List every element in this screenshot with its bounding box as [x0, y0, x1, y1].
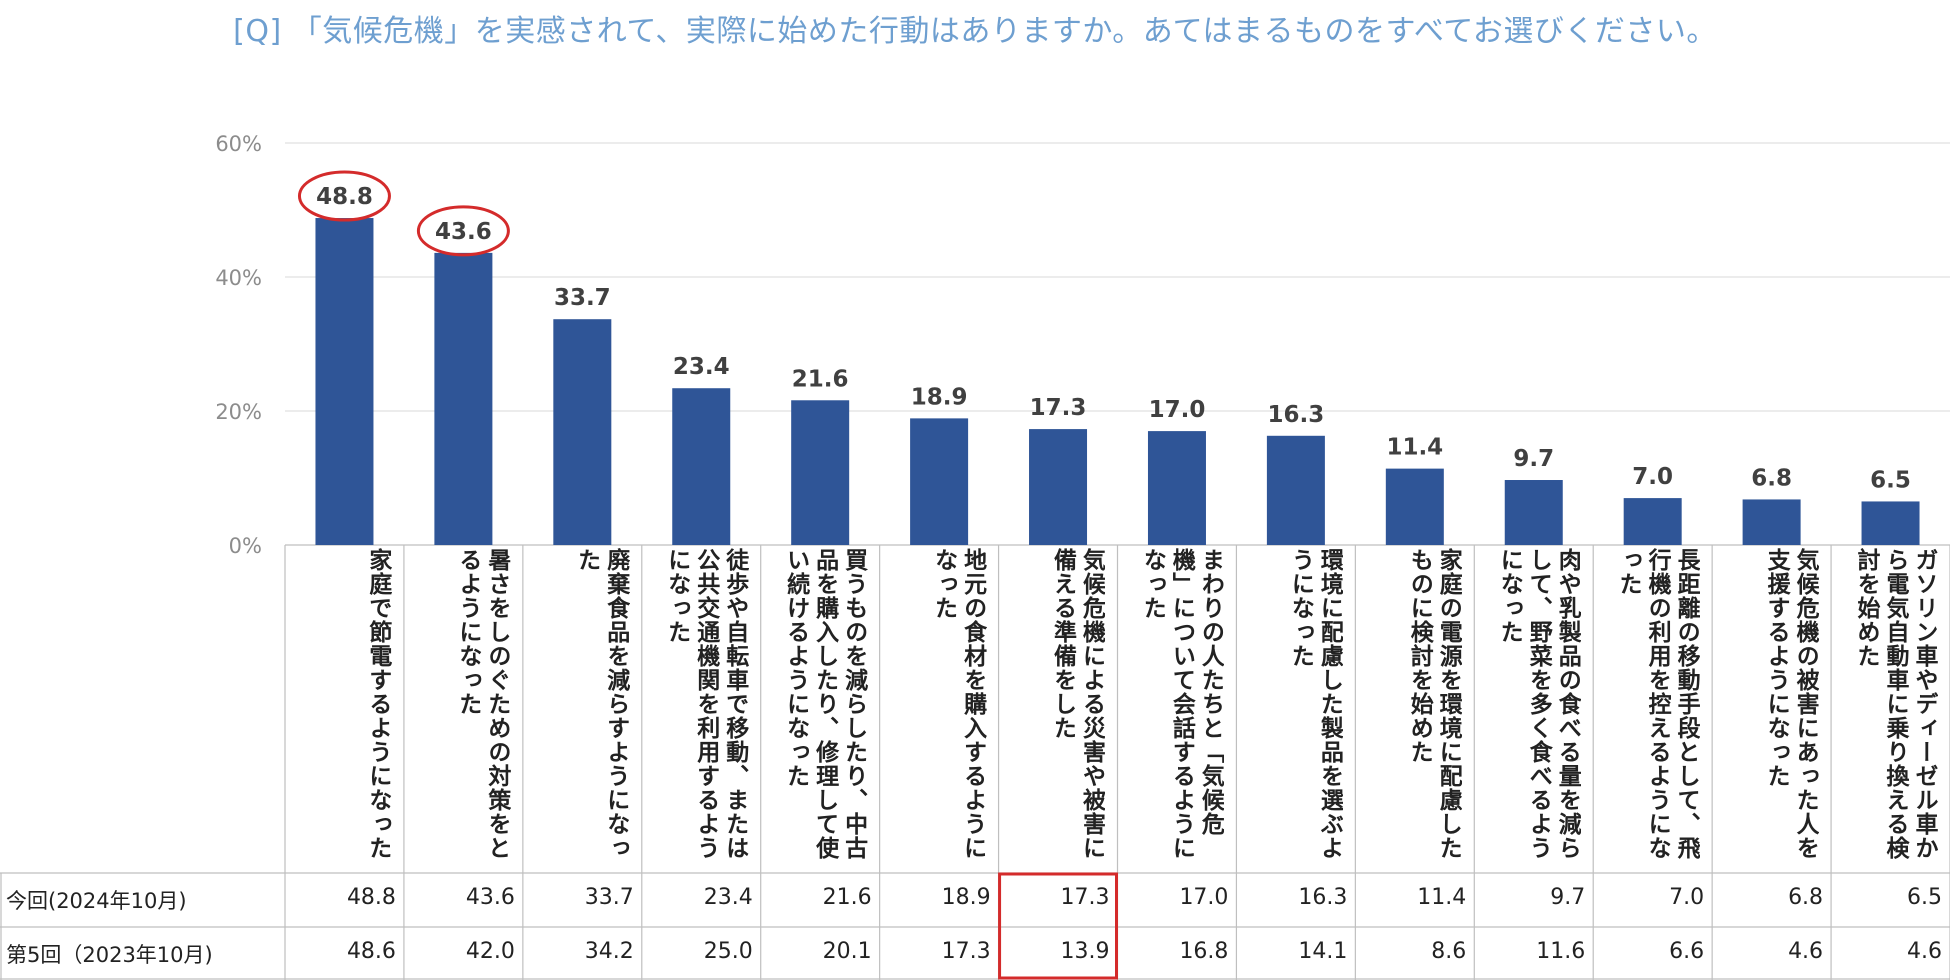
table-cell: 4.6: [1906, 939, 1942, 964]
data-label: 33.7: [554, 285, 611, 311]
bar: [315, 218, 374, 546]
table-cell: 7.0: [1669, 885, 1705, 910]
highlight-circle: [297, 170, 391, 222]
table-cell: 6.5: [1906, 885, 1942, 910]
data-label: 18.9: [911, 384, 968, 410]
category-label: ガソリン車やディーゼル車から電気自動車に乗り換える検討を始めた: [1852, 548, 1937, 860]
table-cell: 23.4: [703, 885, 753, 910]
data-label: 17.0: [1149, 397, 1206, 423]
category-label: 買うものを減らしたり、中古品を購入したり、修理して使い続けるようになった: [782, 548, 867, 860]
table-cell: 33.7: [584, 885, 634, 910]
category-label: 肉や乳製品の食べる量を減らして、野菜を多く食べるようになった: [1496, 548, 1581, 860]
bar: [1147, 431, 1206, 545]
table-cell: 17.3: [941, 939, 991, 964]
category-label: 気候危機による災害や被害に備える準備をした: [1049, 548, 1105, 860]
data-label: 16.3: [1268, 402, 1325, 428]
table-cell: 43.6: [465, 885, 515, 910]
table-cell: 11.6: [1536, 939, 1586, 964]
data-label: 17.3: [1030, 395, 1087, 421]
bar: [910, 418, 969, 545]
table-cell: 4.6: [1788, 939, 1824, 964]
bar: [791, 400, 850, 545]
y-tick-label: 60%: [215, 132, 262, 156]
category-label: 気候危機の被害にあった人を支援するようになった: [1763, 548, 1819, 860]
data-label: 48.8: [316, 184, 373, 210]
table-cell: 18.9: [941, 885, 991, 910]
category-label: 廃棄食品を減らすようになった: [573, 548, 629, 860]
table-cell: 13.9: [1060, 939, 1110, 964]
category-label: まわりの人たちと「気候危機」について会話するようになった: [1139, 548, 1224, 860]
table-highlight-box: [998, 872, 1118, 980]
y-tick-label: 0%: [229, 534, 262, 558]
data-label: 9.7: [1513, 446, 1554, 472]
bar: [1861, 501, 1920, 545]
table-cell: 14.1: [1298, 939, 1348, 964]
bar: [1029, 429, 1088, 545]
table-cell: 8.6: [1431, 939, 1467, 964]
table-cell: 16.8: [1179, 939, 1229, 964]
table-cell: 11.4: [1417, 885, 1467, 910]
category-label: 地元の食材を購入するようになった: [930, 548, 986, 860]
bar: [434, 252, 493, 545]
data-label: 11.4: [1386, 435, 1443, 461]
data-label: 23.4: [673, 354, 730, 380]
data-label: 7.0: [1632, 464, 1673, 490]
category-label: 環境に配慮した製品を選ぶようになった: [1287, 548, 1343, 860]
y-tick-label: 20%: [215, 400, 262, 424]
bar: [1266, 435, 1325, 545]
bar: [1385, 468, 1444, 545]
bar: [553, 319, 612, 545]
data-label: 6.8: [1751, 465, 1792, 491]
category-label: 家庭で節電するようになった: [364, 548, 391, 860]
table-cell: 25.0: [703, 939, 753, 964]
bar: [1623, 498, 1682, 545]
data-label: 43.6: [435, 219, 492, 245]
table-cell: 21.6: [822, 885, 872, 910]
data-label: 21.6: [792, 366, 849, 392]
highlight-circle: [416, 205, 510, 257]
table-cell: 9.7: [1550, 885, 1586, 910]
category-label: 家庭の電源を環境に配慮したものに検討を始めた: [1406, 548, 1462, 860]
table-row-label: 今回(2024年10月): [6, 889, 187, 913]
chart-title: [Q] 「気候危機」を実感されて、実際に始めた行動はありますか。あてはまるものを…: [233, 14, 1717, 49]
bar: [672, 388, 731, 545]
table-cell: 42.0: [465, 939, 515, 964]
table-cell: 48.6: [346, 939, 396, 964]
table-cell: 6.6: [1669, 939, 1705, 964]
table-cell: 48.8: [346, 885, 396, 910]
y-tick-label: 40%: [215, 266, 262, 290]
table-cell: 16.3: [1298, 885, 1348, 910]
table-row-label: 第5回（2023年10月): [6, 943, 213, 967]
bar: [1742, 499, 1801, 545]
table-cell: 17.3: [1060, 885, 1110, 910]
category-label: 暑さをしのぐための対策をとるようになった: [454, 548, 510, 860]
bar: [1504, 480, 1563, 545]
data-label: 6.5: [1870, 467, 1911, 493]
table-cell: 34.2: [584, 939, 634, 964]
category-label: 長距離の移動手段として、飛行機の利用を控えるようになった: [1615, 548, 1700, 860]
table-cell: 20.1: [822, 939, 872, 964]
table-cell: 17.0: [1179, 885, 1229, 910]
table-cell: 6.8: [1788, 885, 1824, 910]
category-label: 徒歩や自転車で移動、または公共交通機関を利用するようになった: [663, 548, 748, 860]
